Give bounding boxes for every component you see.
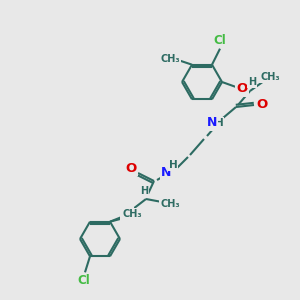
Text: CH₃: CH₃ [122,209,142,219]
Text: H: H [214,118,224,128]
Text: O: O [122,208,133,221]
Text: H: H [140,186,148,196]
Text: CH₃: CH₃ [260,72,280,82]
Text: N: N [161,167,171,179]
Text: CH₃: CH₃ [160,199,180,209]
Text: Cl: Cl [78,274,90,287]
Text: O: O [256,98,268,110]
Text: N: N [207,116,217,130]
Text: O: O [125,161,136,175]
Text: CH₃: CH₃ [160,54,180,64]
Text: H: H [248,77,256,87]
Text: H: H [169,160,177,170]
Text: Cl: Cl [214,34,226,47]
Text: O: O [236,82,247,95]
